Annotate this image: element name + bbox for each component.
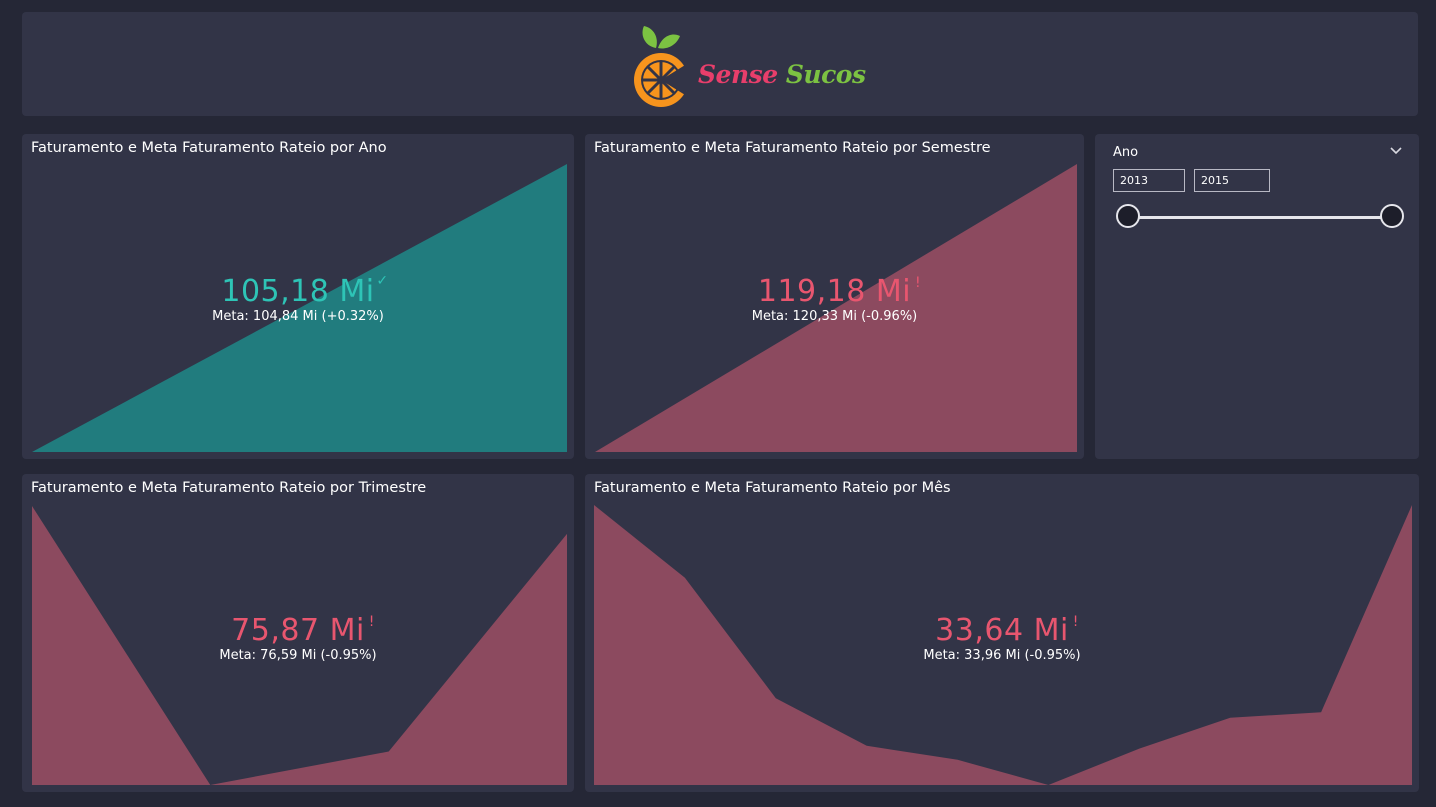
kpi-value-text-semestre: 119,18 Mi: [757, 274, 912, 309]
area-series-trimestre: [32, 506, 567, 785]
brand-word-sucos: Sucos: [785, 60, 866, 89]
slicer-to-input[interactable]: 2015: [1194, 169, 1270, 192]
chevron-down-icon[interactable]: [1389, 144, 1403, 158]
slicer-from-input[interactable]: 2013: [1113, 169, 1185, 192]
header-banner: Sense Sucos: [22, 12, 1418, 116]
area-series-mes: [594, 505, 1412, 785]
area-chart-semestre: [595, 164, 1077, 452]
area-chart-mes: [594, 505, 1412, 785]
slider-track[interactable]: [1129, 216, 1391, 219]
area-chart-ano: [32, 164, 567, 452]
card-title-mes: Faturamento e Meta Faturamento Rateio po…: [594, 480, 951, 496]
card-title-trimestre: Faturamento e Meta Faturamento Rateio po…: [31, 480, 427, 496]
area-chart-trimestre: [32, 506, 567, 785]
kpi-value-text-trimestre: 75,87 Mi: [231, 613, 365, 648]
year-slicer[interactable]: Ano 2013 2015: [1095, 134, 1419, 459]
check-icon: ✓: [376, 273, 389, 289]
exclamation-icon: !: [1072, 614, 1079, 630]
kpi-card-semestre[interactable]: Faturamento e Meta Faturamento Rateio po…: [585, 134, 1084, 459]
kpi-value-ano: 105,18 Mi ✓: [221, 273, 388, 309]
card-title-semestre: Faturamento e Meta Faturamento Rateio po…: [594, 140, 991, 156]
kpi-trimestre: 75,87 Mi ! Meta: 76,59 Mi (-0.95%): [22, 614, 574, 664]
slider-handle-to[interactable]: [1380, 204, 1404, 228]
kpi-value-trimestre: 75,87 Mi !: [231, 613, 374, 648]
kpi-value-mes: 33,64 Mi !: [935, 613, 1078, 648]
orange-logo-icon: [634, 26, 690, 107]
exclamation-icon: !: [914, 275, 922, 291]
slider-handle-from[interactable]: [1116, 204, 1140, 228]
kpi-meta-trimestre: Meta: 76,59 Mi (-0.95%): [219, 648, 377, 663]
brand-name: Sense Sucos: [698, 60, 866, 89]
area-series-ano: [32, 164, 567, 452]
exclamation-icon: !: [368, 614, 375, 630]
kpi-card-trimestre[interactable]: Faturamento e Meta Faturamento Rateio po…: [22, 474, 574, 792]
kpi-meta-mes: Meta: 33,96 Mi (-0.95%): [923, 648, 1081, 663]
brand-word-sense: Sense: [698, 60, 778, 89]
kpi-mes: 33,64 Mi ! Meta: 33,96 Mi (-0.95%): [585, 614, 1419, 664]
slicer-label: Ano: [1113, 145, 1139, 160]
kpi-card-mes[interactable]: Faturamento e Meta Faturamento Rateio po…: [585, 474, 1419, 792]
kpi-meta-semestre: Meta: 120,33 Mi (-0.96%): [751, 309, 918, 324]
kpi-semestre: 119,18 Mi ! Meta: 120,33 Mi (-0.96%): [585, 275, 1084, 325]
brand-logo: Sense Sucos: [628, 22, 868, 114]
kpi-card-ano[interactable]: Faturamento e Meta Faturamento Rateio po…: [22, 134, 574, 459]
kpi-value-text-ano: 105,18 Mi: [221, 274, 375, 309]
kpi-meta-ano: Meta: 104,84 Mi (+0.32%): [212, 309, 384, 324]
kpi-value-semestre: 119,18 Mi !: [757, 274, 921, 309]
card-title-ano: Faturamento e Meta Faturamento Rateio po…: [31, 140, 387, 156]
kpi-ano: 105,18 Mi ✓ Meta: 104,84 Mi (+0.32%): [22, 273, 574, 325]
area-series-semestre: [595, 164, 1077, 452]
kpi-value-text-mes: 33,64 Mi: [935, 613, 1069, 648]
